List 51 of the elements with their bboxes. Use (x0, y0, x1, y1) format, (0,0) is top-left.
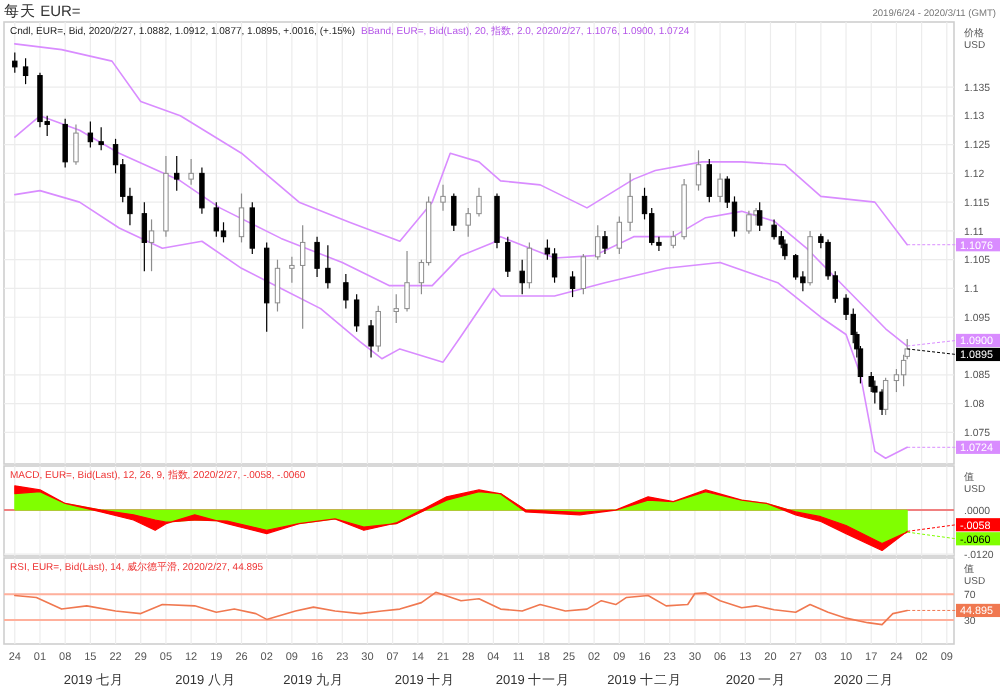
candlestick (353, 293, 360, 333)
candlestick (440, 184, 446, 212)
candlestick (188, 158, 194, 186)
candlestick (519, 259, 525, 295)
candlestick (37, 72, 43, 128)
candlestick (569, 270, 576, 298)
candlestick (289, 256, 295, 284)
candlestick (551, 247, 558, 284)
candlestick (782, 238, 788, 261)
candlestick (213, 201, 220, 238)
candlestick (62, 118, 68, 169)
candlestick (465, 207, 471, 238)
candlestick (98, 126, 104, 151)
candlestick (602, 230, 608, 255)
candlestick (526, 241, 533, 290)
candlestick (274, 259, 281, 313)
candlestick (393, 293, 399, 324)
candlestick (368, 319, 374, 359)
candlestick (595, 224, 601, 261)
candlestick (174, 155, 180, 192)
candlestick (87, 120, 94, 149)
candlestick (299, 224, 306, 330)
candlestick (616, 215, 623, 255)
candlestick (141, 201, 148, 272)
candlestick (580, 253, 587, 295)
candlestick (627, 172, 633, 232)
candlestick (314, 236, 320, 278)
candlestick (476, 187, 482, 218)
candlestick (882, 377, 889, 416)
candlestick (771, 218, 777, 241)
candlestick (404, 250, 410, 313)
candlestick (343, 273, 349, 310)
candlestick (494, 192, 500, 249)
candlestick (807, 230, 813, 287)
candlestick (746, 210, 752, 235)
candlestick (505, 236, 511, 278)
candlestick (238, 192, 245, 244)
candlestick (22, 57, 29, 85)
candlestick (249, 201, 255, 255)
candlestick (893, 368, 900, 393)
candlestick (756, 201, 763, 232)
candlestick (695, 149, 702, 192)
candlestick (325, 244, 331, 290)
candlestick (148, 218, 155, 272)
candlestick (451, 192, 457, 232)
candlestick (717, 172, 723, 203)
candlestick (12, 51, 18, 74)
candlestick (199, 167, 205, 215)
candlestick (706, 158, 712, 203)
candlestick (375, 305, 381, 353)
candlestick (73, 123, 79, 166)
